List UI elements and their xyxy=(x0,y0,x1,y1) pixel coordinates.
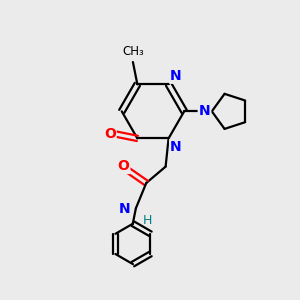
Text: O: O xyxy=(118,159,129,173)
Text: H: H xyxy=(142,214,152,226)
Text: N: N xyxy=(199,104,210,118)
Text: N: N xyxy=(170,69,182,83)
Text: N: N xyxy=(119,202,130,216)
Text: N: N xyxy=(170,140,182,154)
Text: O: O xyxy=(104,127,116,141)
Text: CH₃: CH₃ xyxy=(122,46,144,59)
